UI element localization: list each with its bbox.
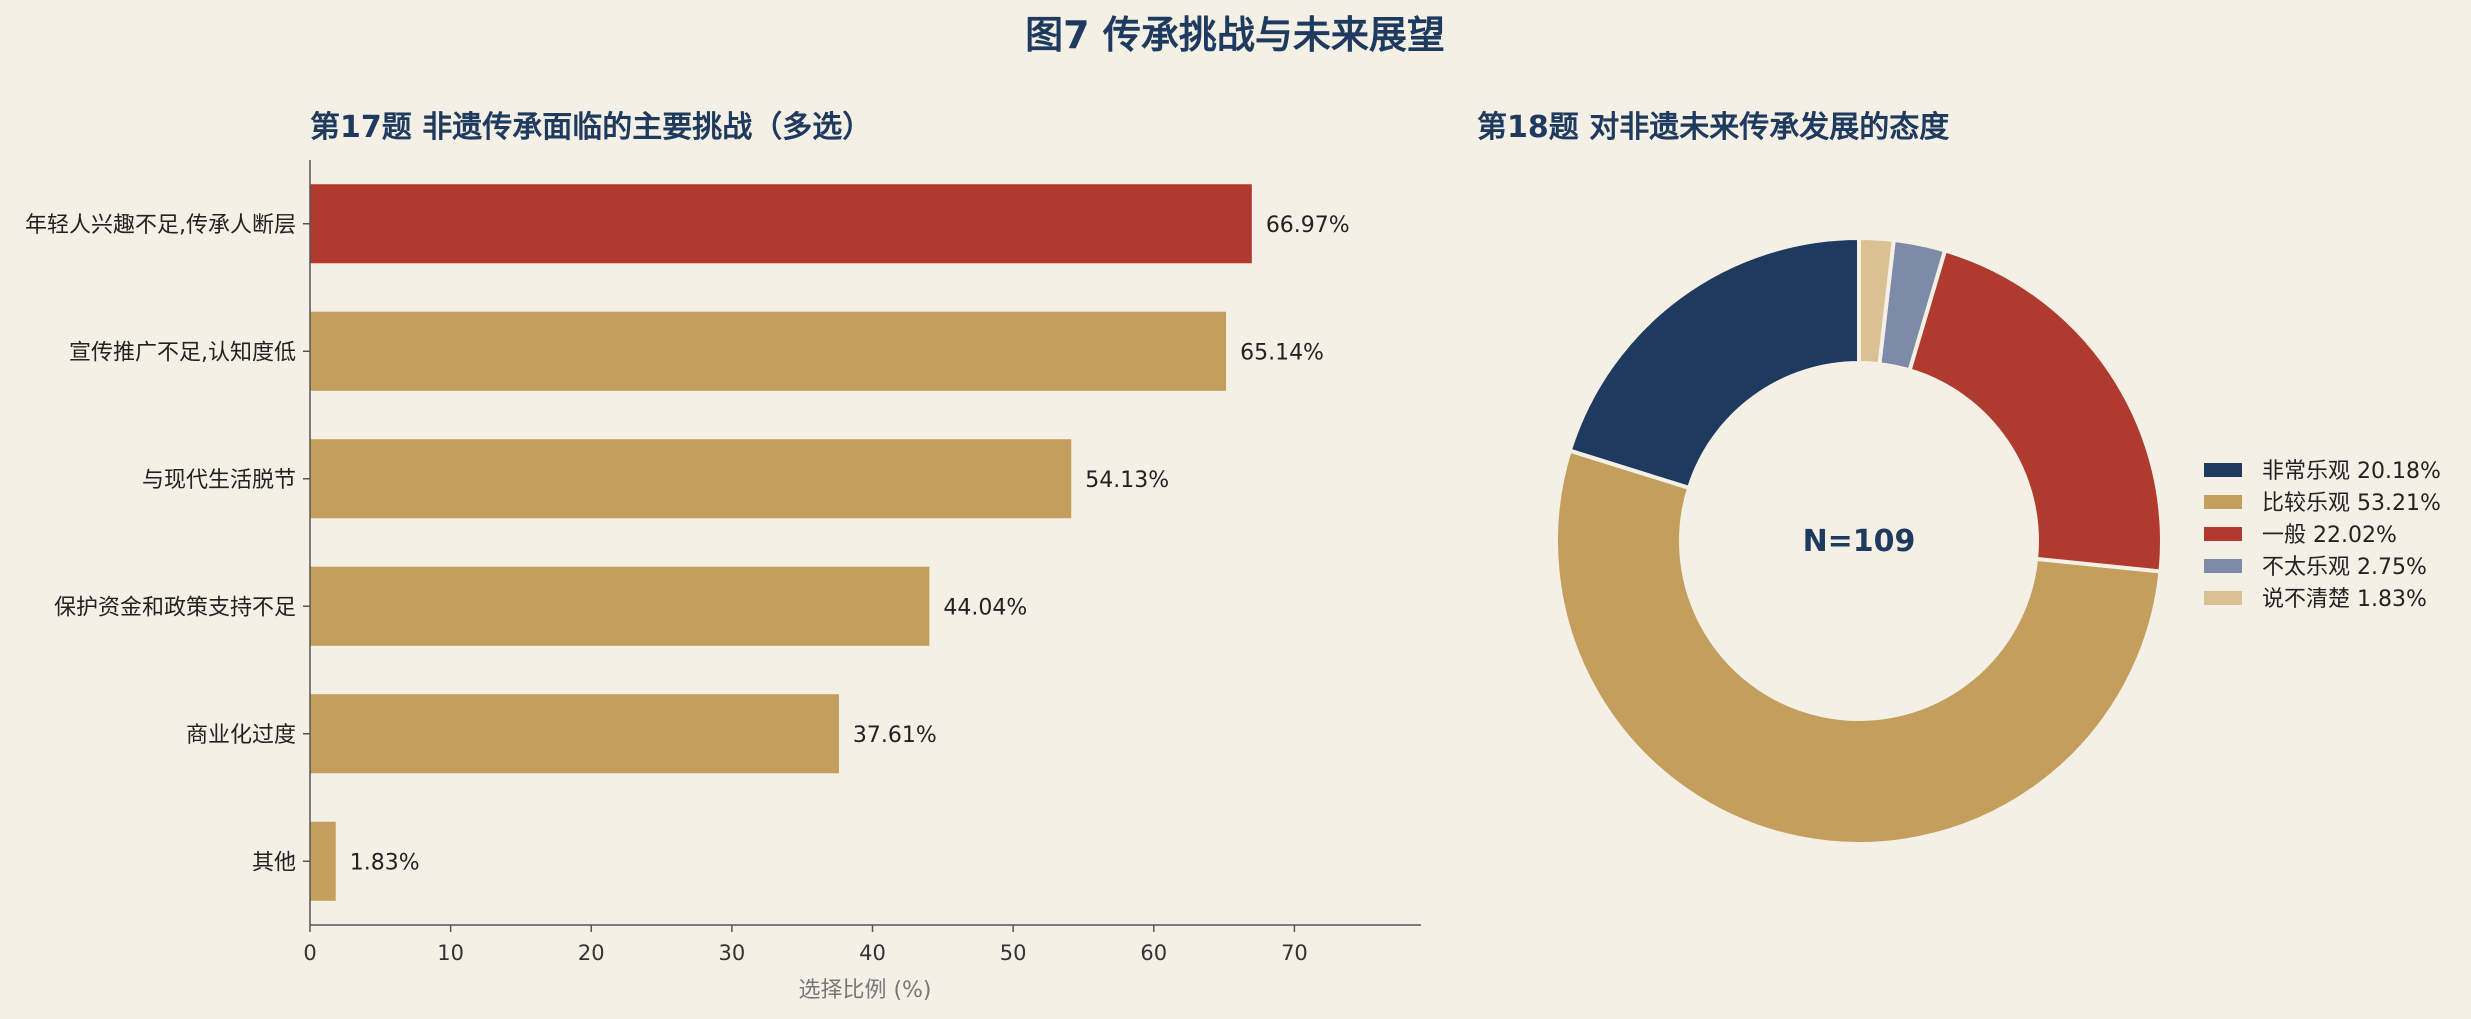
value-label: 65.14% (1240, 340, 1324, 365)
category-label: 年轻人兴趣不足,传承人断层 (25, 213, 296, 238)
legend-label: 非常乐观 20.18% (2262, 459, 2441, 484)
donut-slice (1857, 235, 1896, 367)
value-label: 1.83% (350, 850, 420, 875)
category-label: 保护资金和政策支持不足 (54, 595, 296, 620)
category-label: 宣传推广不足,认知度低 (69, 340, 296, 365)
legend-swatch (2204, 591, 2242, 605)
bar-chart-x-axis-title: 选择比例 (%) (798, 978, 931, 1003)
value-label: 54.13% (1085, 468, 1169, 493)
x-tick-label: 70 (1281, 941, 1308, 965)
legend-swatch (2204, 495, 2242, 509)
category-label: 商业化过度 (186, 723, 296, 748)
bar (310, 184, 1252, 264)
x-tick-label: 40 (859, 941, 886, 965)
bar-chart-x-ticks: 0 10 20 30 40 50 60 70 (303, 925, 1308, 965)
category-label: 与现代生活脱节 (142, 468, 296, 493)
x-tick-label: 0 (303, 941, 316, 965)
bar (310, 439, 1072, 519)
donut-chart-title: 第18题 对非遗未来传承发展的态度 (1477, 110, 1949, 145)
donut-chart-panel: 第18题 对非遗未来传承发展的态度 N=109 非常乐观 20.18% 比较乐观 … (1477, 110, 2441, 846)
donut-chart-marks (1554, 235, 2165, 846)
bar (310, 821, 336, 901)
donut-slice (1567, 235, 1861, 491)
donut-center-label: N=109 (1803, 524, 1916, 559)
bar-chart-title: 第17题 非遗传承面临的主要挑战（多选） (310, 110, 872, 145)
legend-label: 说不清楚 1.83% (2262, 587, 2427, 612)
bar (310, 694, 839, 774)
x-tick-label: 60 (1140, 941, 1167, 965)
donut-slice (1907, 247, 2165, 574)
legend-label: 比较乐观 53.21% (2262, 491, 2441, 516)
x-tick-label: 30 (719, 941, 746, 965)
legend-label: 不太乐观 2.75% (2262, 555, 2427, 580)
legend-label: 一般 22.02% (2262, 523, 2397, 548)
figure-title: 图7 传承挑战与未来展望 (1025, 13, 1445, 57)
bar (310, 566, 930, 646)
x-tick-label: 10 (437, 941, 464, 965)
x-tick-label: 50 (1000, 941, 1027, 965)
value-label: 37.61% (853, 723, 937, 748)
bar-chart-marks: 年轻人兴趣不足,传承人断层 66.97% 宣传推广不足,认知度低 65.14% 与现代生… (25, 184, 1350, 901)
bar-chart-panel: 第17题 非遗传承面临的主要挑战（多选） 年轻人兴趣不足,传承人断层 66.97%… (25, 110, 1421, 1003)
value-label: 44.04% (943, 595, 1027, 620)
legend-swatch (2204, 559, 2242, 573)
donut-chart-legend: 非常乐观 20.18% 比较乐观 53.21% 一般 22.02% 不太乐观 2.75… (2204, 459, 2441, 612)
bar (310, 311, 1227, 391)
donut-slice (1554, 448, 2163, 846)
category-label: 其他 (252, 850, 296, 875)
legend-swatch (2204, 527, 2242, 541)
legend-swatch (2204, 463, 2242, 477)
x-tick-label: 20 (578, 941, 605, 965)
value-label: 66.97% (1266, 213, 1350, 238)
